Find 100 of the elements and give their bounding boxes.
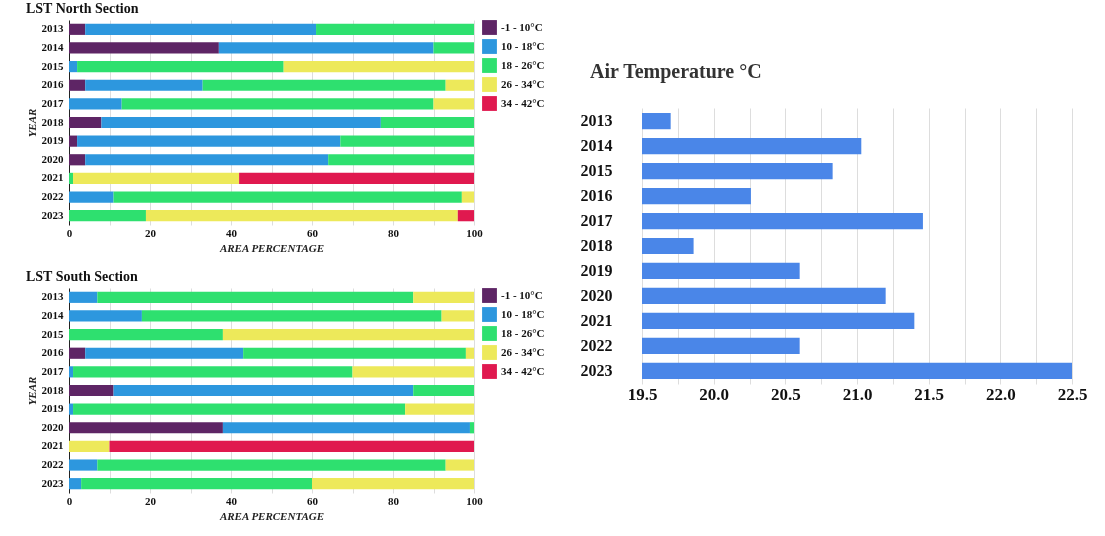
bar	[316, 23, 474, 35]
x-tick-label: 19.5	[627, 384, 658, 404]
bar	[73, 366, 353, 378]
x-tick-label: 21.5	[914, 384, 945, 404]
legend-label: 10 - 18°C	[501, 307, 545, 320]
x-tick-label: 0	[66, 226, 73, 239]
bar	[243, 347, 466, 359]
bar	[85, 79, 203, 91]
bar	[433, 98, 474, 110]
x-tick-label: 80	[388, 226, 400, 239]
y-axis-title: YEAR	[25, 376, 38, 406]
bar	[283, 61, 474, 73]
x-tick-label: 100	[466, 494, 484, 507]
bar	[73, 403, 406, 415]
y-tick-label: 2023	[41, 208, 64, 221]
bar	[69, 459, 98, 471]
bar	[69, 347, 86, 359]
bar	[69, 440, 110, 452]
chart-title: LST North Section	[26, 1, 139, 16]
y-tick-label: 2023	[580, 361, 613, 379]
bar	[69, 116, 102, 129]
bar	[69, 172, 74, 184]
y-tick-label: 2014	[41, 40, 64, 53]
y-tick-label: 2015	[580, 162, 613, 180]
bar	[69, 191, 114, 203]
bar	[69, 42, 219, 54]
bar	[81, 478, 312, 490]
y-tick-label: 2017	[41, 364, 64, 377]
legend-label: 18 - 26°C	[501, 58, 545, 71]
chart-title: LST South Section	[26, 269, 138, 284]
bar	[328, 154, 474, 166]
legend-label: 18 - 26°C	[501, 326, 545, 339]
x-axis-title: AREA PERCENTAGE	[218, 241, 325, 254]
x-tick-label: 100	[466, 226, 484, 239]
bar	[69, 61, 78, 73]
bar	[413, 291, 474, 303]
y-tick-label: 2015	[41, 327, 64, 340]
y-axis-title: YEAR	[25, 108, 38, 138]
legend-label: -1 - 10°C	[501, 20, 543, 33]
x-tick-label: 40	[226, 494, 238, 507]
bar	[141, 310, 442, 322]
bar	[97, 459, 446, 471]
y-tick-label: 2018	[580, 237, 613, 254]
y-tick-label: 2016	[41, 346, 64, 359]
bar	[380, 116, 474, 129]
bar	[109, 440, 474, 452]
y-tick-label: 2019	[41, 402, 64, 415]
y-tick-label: 2015	[41, 59, 64, 72]
y-tick-label: 2013	[580, 112, 613, 130]
y-tick-label: 2017	[41, 96, 64, 109]
bar	[85, 347, 244, 359]
y-tick-label: 2019	[41, 134, 64, 147]
bar	[77, 61, 284, 73]
bar	[69, 310, 142, 322]
bar	[69, 23, 86, 35]
bar	[239, 172, 474, 184]
bar	[312, 478, 474, 490]
x-tick-label: 20.5	[770, 384, 801, 404]
bar	[69, 210, 146, 222]
bar	[69, 422, 223, 434]
legend-label: 10 - 18°C	[501, 39, 545, 52]
bar	[461, 191, 474, 203]
y-tick-label: 2021	[41, 439, 64, 452]
x-tick-label: 0	[66, 494, 73, 507]
y-tick-label: 2019	[580, 261, 613, 279]
y-tick-label: 2022	[41, 458, 64, 471]
legend-label: 26 - 34°C	[501, 77, 545, 90]
bar	[222, 422, 470, 434]
y-tick-label: 2022	[580, 336, 613, 354]
bar	[69, 79, 86, 91]
bar	[69, 403, 74, 415]
bar	[69, 366, 74, 378]
y-tick-label: 2018	[41, 115, 64, 128]
y-tick-label: 2020	[41, 420, 64, 433]
x-tick-label: 60	[307, 226, 319, 239]
bar	[202, 79, 446, 91]
bar	[433, 42, 474, 54]
bar	[85, 154, 329, 166]
bar	[85, 23, 317, 35]
y-tick-label: 2013	[41, 22, 64, 35]
y-tick-label: 2021	[580, 311, 613, 329]
y-tick-label: 2017	[580, 212, 613, 230]
y-tick-label: 2016	[41, 78, 64, 91]
x-tick-label: 40	[226, 226, 238, 239]
y-tick-label: 2020	[580, 286, 613, 304]
bar	[69, 154, 86, 166]
chart-title: Air Temperature °C	[590, 60, 762, 83]
bar	[469, 422, 474, 434]
bar	[445, 79, 474, 91]
bar	[113, 384, 414, 397]
bar	[97, 291, 414, 303]
x-tick-label: 22.0	[985, 384, 1016, 404]
bar	[413, 384, 474, 397]
y-tick-label: 2021	[41, 171, 64, 184]
bar	[352, 366, 474, 378]
x-tick-label: 20.0	[699, 384, 730, 404]
x-tick-label: 20	[145, 226, 157, 239]
bar	[69, 98, 122, 110]
y-tick-label: 2013	[41, 290, 64, 303]
bar	[145, 210, 458, 222]
